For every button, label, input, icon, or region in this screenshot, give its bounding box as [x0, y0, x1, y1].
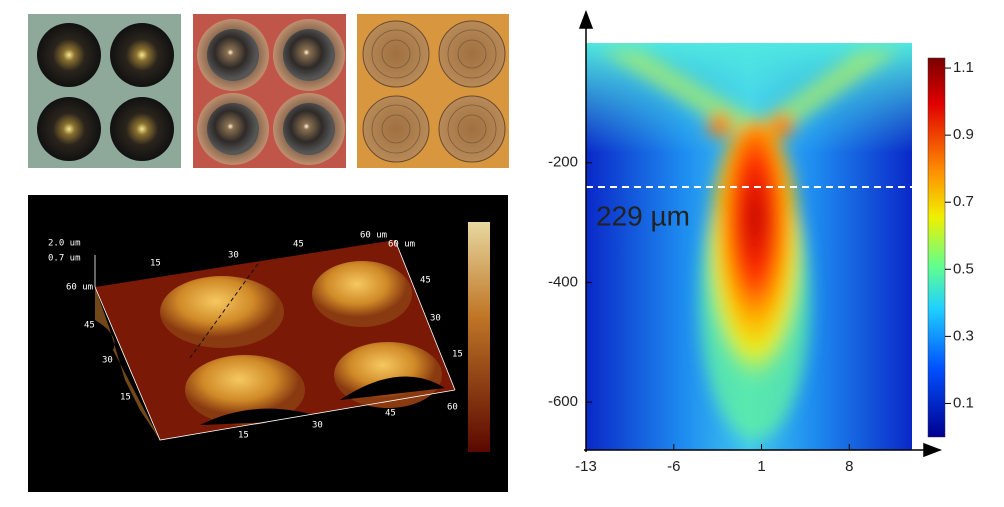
afm-label: 30 [102, 356, 113, 366]
afm-label: 30 [228, 251, 239, 261]
colorbar-tick-label: 0.1 [953, 394, 974, 411]
y-tick-label: -200 [548, 154, 578, 171]
afm-label: 15 [238, 431, 249, 441]
afm-label: 30 [430, 314, 441, 324]
afm-label: 60 um [360, 231, 387, 241]
x-tick-label: -13 [575, 458, 597, 475]
afm-label: 45 [385, 409, 396, 419]
photo-panels [28, 14, 509, 168]
colorbar-tick-label: 0.5 [953, 260, 974, 277]
afm-label: 45 [420, 276, 431, 286]
afm-label: 0.7 um [48, 254, 81, 264]
colorbar-tick-label: 0.3 [953, 327, 974, 344]
colorbar-tick-label: 0.9 [953, 126, 974, 143]
afm-label: 60 um [388, 240, 415, 250]
x-tick-label: -6 [667, 458, 680, 475]
heatmap: 229 µm [578, 9, 946, 458]
afm-label: 15 [452, 350, 463, 360]
afm-label: 45 [84, 321, 95, 331]
annotation: 229 µm [596, 200, 690, 231]
afm-panel [28, 195, 508, 492]
y-tick-label: -600 [548, 393, 578, 410]
afm-label: 15 [150, 259, 161, 269]
afm-label: 2.0 um [48, 239, 81, 249]
colorbar-tick-label: 0.7 [953, 193, 974, 210]
afm-label: 30 [312, 421, 323, 431]
afm-label: 15 [120, 393, 131, 403]
afm-label: 60 um [66, 283, 93, 293]
afm-label: 60 [447, 403, 458, 413]
y-tick-label: -400 [548, 273, 578, 290]
x-tick-label: 1 [757, 458, 765, 475]
afm-label: 45 [293, 240, 304, 250]
x-tick-label: 8 [845, 458, 853, 475]
colorbar-tick-label: 1.1 [953, 59, 974, 76]
